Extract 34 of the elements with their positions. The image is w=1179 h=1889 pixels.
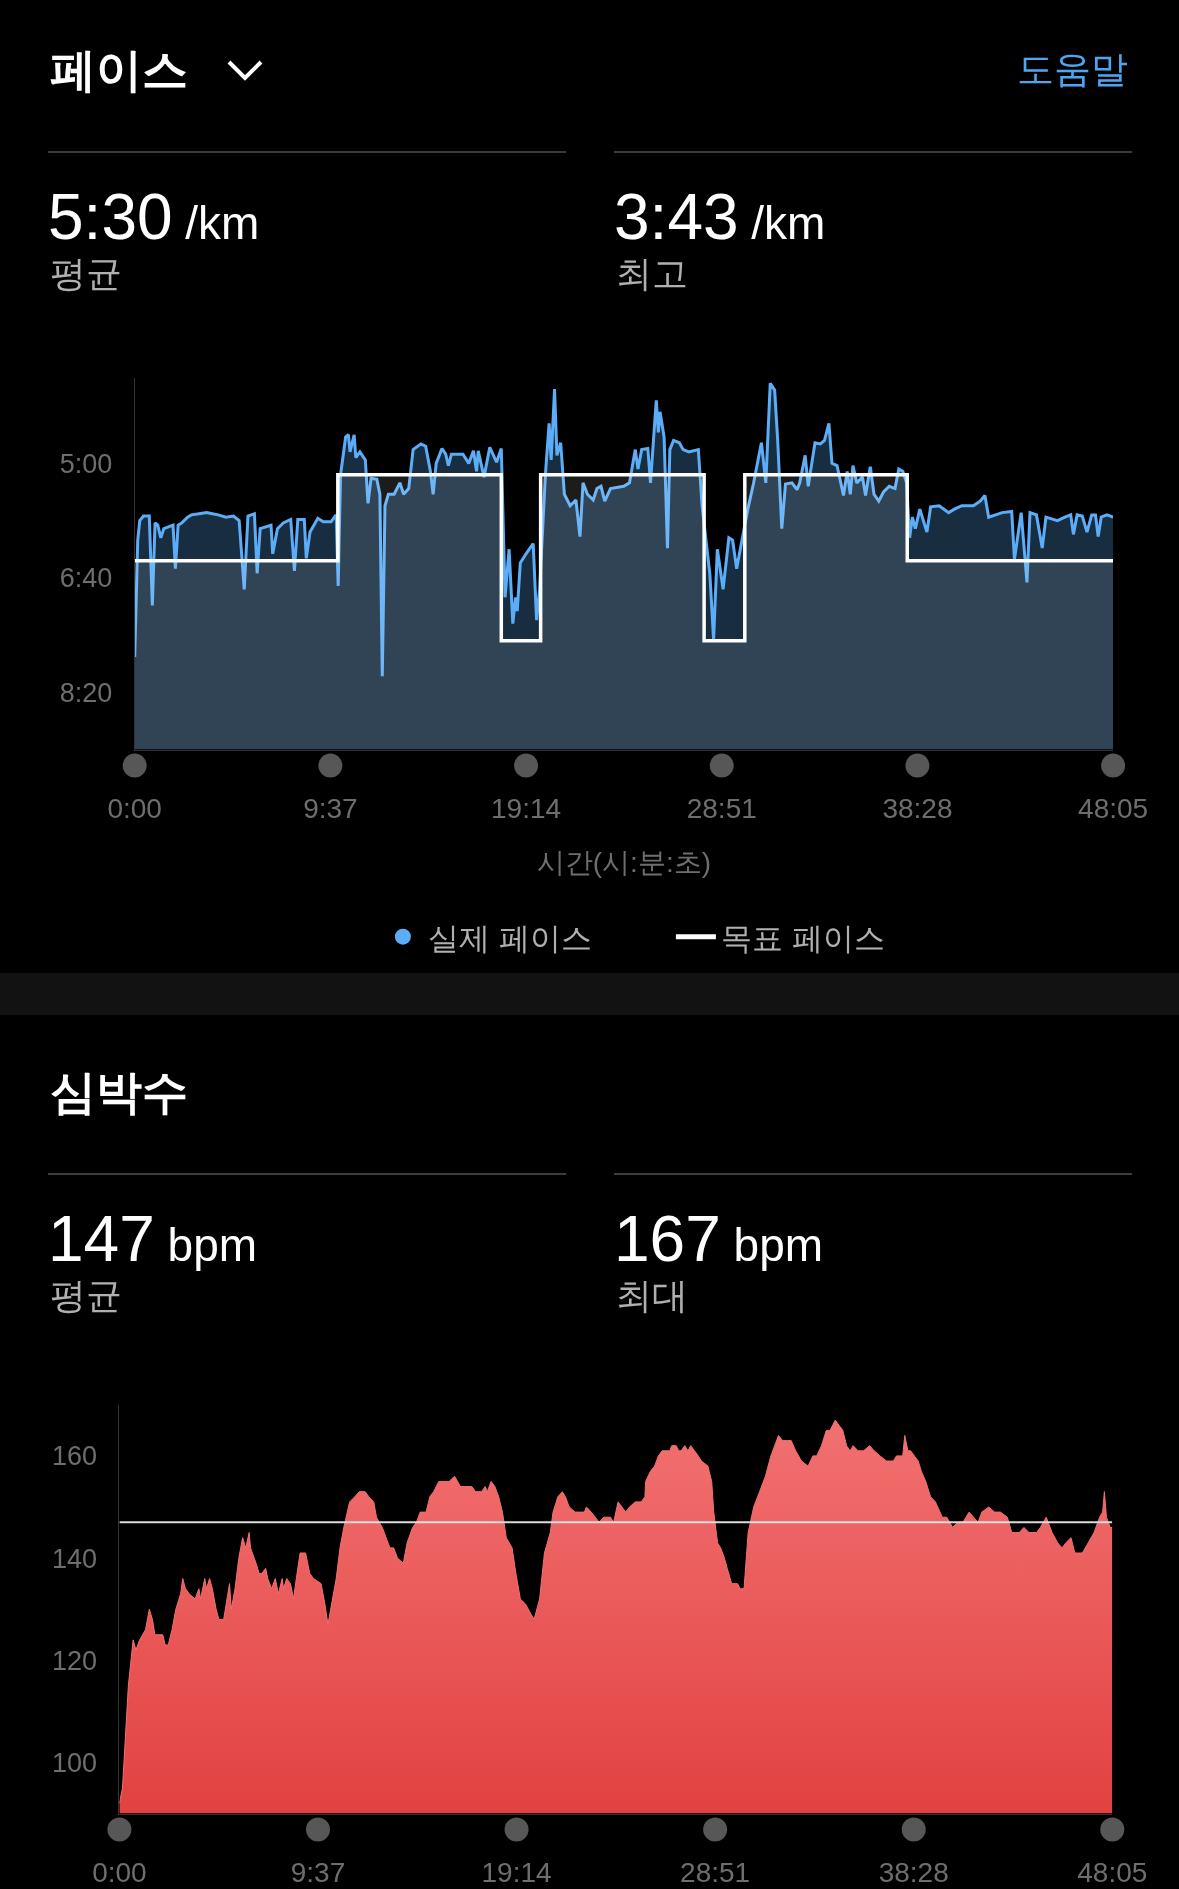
line-series: [134, 381, 1114, 678]
x-tick-label: 0:00: [92, 1857, 147, 1889]
x-tick-label: 9:37: [303, 793, 358, 825]
text: 147 bpm: [48, 1203, 258, 1275]
chart-title: 심박수: [50, 1066, 188, 1118]
x-axis-title: 시간(시:분:초): [536, 847, 712, 879]
x-tick-label: 0:00: [107, 793, 162, 825]
x-tick-label: 19:14: [481, 1857, 552, 1889]
text: 도움말: [1017, 49, 1128, 90]
legend-label: 목표 페이스: [720, 920, 885, 956]
y-tick-label: 160: [51, 1441, 97, 1472]
text: 평균: [50, 1275, 122, 1316]
y-tick-label: 120: [51, 1645, 97, 1676]
x-tick-label: 9:37: [290, 1857, 346, 1889]
x-tick-label: 19:14: [491, 793, 562, 825]
x-tick-label: 28:51: [686, 793, 757, 825]
y-tick-label: 100: [51, 1747, 97, 1778]
x-tick-label: 48:05: [1077, 1857, 1148, 1889]
text: 167 bpm: [614, 1203, 824, 1275]
x-tick-label: 48:05: [1078, 793, 1149, 825]
text: 평균: [50, 253, 122, 294]
chart-title: 페이스: [50, 44, 188, 96]
x-tick-label: 28:51: [680, 1857, 751, 1889]
text: 최고: [616, 253, 688, 294]
text: 최대: [616, 1275, 688, 1316]
y-tick-label: 5:00: [59, 448, 113, 479]
y-tick-label: 8:20: [59, 677, 113, 708]
y-tick-label: 140: [51, 1543, 97, 1574]
text: 3:43 /km: [614, 181, 826, 253]
text: 5:30 /km: [48, 181, 260, 253]
y-tick-label: 6:40: [59, 563, 113, 594]
x-tick-label: 38:28: [878, 1857, 949, 1889]
legend-label: 실제 페이스: [427, 920, 592, 956]
x-tick-label: 38:28: [882, 793, 953, 825]
